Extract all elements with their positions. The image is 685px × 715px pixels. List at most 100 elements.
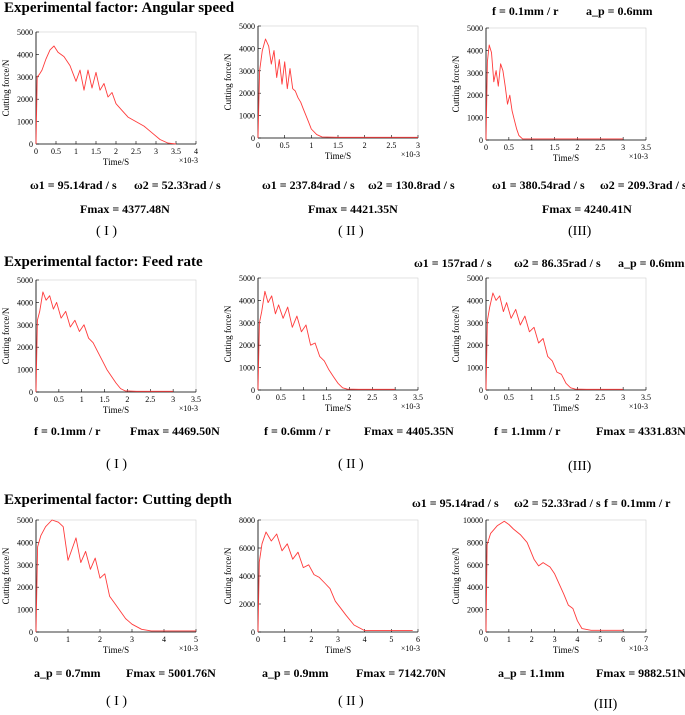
y-tick-label: 5000 <box>239 22 255 31</box>
chart-svg: 0 1000 2000 3000 4000 5000 0 1 2 3 4 5×10-3 Time/S Cu… <box>1 516 198 655</box>
param-omega1: ω1 = 237.84rad / s <box>262 178 355 192</box>
x-tick-label: 3.5 <box>413 393 423 402</box>
y-tick-label: 1000 <box>239 364 255 373</box>
param-omega2: ω2 = 209.3rad / s <box>600 178 685 192</box>
x-scale-label: ×10-3 <box>179 644 198 653</box>
chart-svg: 0 1000 2000 3000 4000 5000 0 0.5 1 1.5 2 2.5 3 3.5×10… <box>451 274 651 413</box>
y-tick-label: 5000 <box>17 28 33 37</box>
y-tick-label: 3000 <box>17 321 33 330</box>
y-tick-label: 5000 <box>17 516 33 525</box>
param-omega1: ω1 = 380.54rad / s <box>492 178 585 192</box>
y-tick-label: 0 <box>29 140 33 149</box>
x-axis-label: Time/S <box>103 645 129 655</box>
chart-feed-rate-1: 0 1000 2000 3000 4000 5000 0 0.5 1 1.5 2 2.5 3 3.5 ×10… <box>0 274 212 415</box>
x-tick-label: 5 <box>598 635 602 644</box>
x-tick-label: 2.5 <box>595 143 605 152</box>
x-tick-label: 4 <box>162 635 166 644</box>
x-axis-label: Time/S <box>325 645 351 655</box>
x-tick-label: 0.5 <box>51 147 61 156</box>
param-depth: a_p = 1.1mm <box>498 666 565 680</box>
section-title-feed-rate: Experimental factor: Feed rate <box>4 254 203 270</box>
y-tick-label: 4000 <box>467 583 483 592</box>
fmax-value: Fmax = 4421.35N <box>308 202 398 216</box>
series-line <box>485 44 624 141</box>
y-tick-label: 1000 <box>17 606 33 615</box>
y-tick-label: 5000 <box>467 24 483 33</box>
x-scale-label: ×10-3 <box>629 152 648 161</box>
x-tick-label: 1 <box>530 143 534 152</box>
section-title-angular-speed: Experimental factor: Angular speed <box>4 0 235 16</box>
figure-index: ( I ) <box>106 457 127 472</box>
chart-svg: 0 2000 4000 6000 8000 0 1 2 3 4 5 6×10-3 Time/S Cutti… <box>223 516 420 655</box>
fmax-value: Fmax = 4377.48N <box>80 202 170 216</box>
y-tick-label: 2000 <box>17 343 33 352</box>
y-tick-label: 3000 <box>17 73 33 82</box>
figure-index: (III) <box>594 697 618 712</box>
y-tick-label: 0 <box>479 628 483 637</box>
x-tick-label: 0 <box>484 635 488 644</box>
y-tick-label: 2000 <box>239 89 255 98</box>
series-line <box>35 45 177 145</box>
condition-feed: f = 0.1mm / r <box>492 4 559 18</box>
x-scale-label: ×10-3 <box>629 402 648 411</box>
y-tick-label: 3000 <box>467 69 483 78</box>
series-line <box>257 290 396 391</box>
y-tick-label: 3000 <box>17 561 33 570</box>
x-scale-label: ×10-3 <box>179 404 198 413</box>
x-tick-label: 0 <box>256 393 260 402</box>
x-tick-label: 6 <box>621 635 625 644</box>
fmax-value: Fmax = 7142.70N <box>356 666 446 680</box>
x-tick-label: 0 <box>484 143 488 152</box>
figure-index: (III) <box>568 224 592 239</box>
x-tick-label: 3 <box>621 143 625 152</box>
condition-omega2: ω2 = 86.35rad / s <box>514 256 601 270</box>
x-tick-label: 1 <box>283 635 287 644</box>
y-tick-label: 2000 <box>239 341 255 350</box>
y-tick-label: 5000 <box>17 276 33 285</box>
y-tick-label: 0 <box>29 628 33 637</box>
y-tick-label: 4000 <box>467 46 483 55</box>
chart-angular-speed-2: 0 1000 2000 3000 4000 5000 0 0.5 1 1.5 2 2.5 3 ×10-3 T… <box>222 20 434 161</box>
chart-cutting-depth-1: 0 1000 2000 3000 4000 5000 0 1 2 3 4 5 ×10-3 Time/S Cu… <box>0 514 212 655</box>
x-axis-label: Time/S <box>325 403 351 413</box>
param-omega1: ω1 = 95.14rad / s <box>30 178 117 192</box>
x-tick-label: 3.5 <box>641 143 651 152</box>
y-tick-label: 0 <box>29 388 33 397</box>
y-axis-label: Cutting force/N <box>451 547 461 604</box>
param-feed: f = 0.1mm / r <box>34 424 101 438</box>
x-scale-label: ×10-3 <box>401 150 420 159</box>
x-axis-label: Time/S <box>553 645 579 655</box>
plot-frame <box>485 27 647 141</box>
plot-frame <box>257 519 419 633</box>
figure-index: ( II ) <box>338 224 364 239</box>
chart-svg: 0 1000 2000 3000 4000 5000 0 0.5 1 1.5 2 2.5 3 3.5×10… <box>1 276 201 415</box>
y-axis-label: Cutting force/N <box>1 59 11 116</box>
x-tick-label: 6 <box>416 635 420 644</box>
y-tick-label: 0 <box>479 136 483 145</box>
series-line <box>257 531 413 633</box>
x-scale-label: ×10-3 <box>401 402 420 411</box>
y-tick-label: 2000 <box>467 91 483 100</box>
series-line <box>485 520 624 633</box>
x-tick-label: 3 <box>621 393 625 402</box>
y-tick-label: 1000 <box>17 366 33 375</box>
x-tick-label: 3 <box>171 395 175 404</box>
x-tick-label: 1 <box>507 635 511 644</box>
y-tick-label: 3000 <box>239 67 255 76</box>
condition-feed: f = 0.1mm / r <box>604 496 671 510</box>
x-scale-label: ×10-3 <box>179 156 198 165</box>
y-tick-label: 8000 <box>239 516 255 525</box>
figure-index: ( II ) <box>338 694 364 709</box>
y-tick-label: 4000 <box>467 296 483 305</box>
condition-omega2: ω2 = 52.33rad / s <box>514 496 601 510</box>
x-tick-label: 0.5 <box>54 395 64 404</box>
x-tick-label: 3.5 <box>171 147 181 156</box>
series-line <box>35 291 174 393</box>
x-tick-label: 2 <box>530 635 534 644</box>
condition-omega1: ω1 = 95.14rad / s <box>412 496 499 510</box>
x-tick-label: 1 <box>74 147 78 156</box>
fmax-value: Fmax = 4331.83N <box>596 424 685 438</box>
x-tick-label: 4 <box>575 635 579 644</box>
series-line <box>485 292 624 391</box>
condition-omega1: ω1 = 157rad / s <box>414 256 492 270</box>
